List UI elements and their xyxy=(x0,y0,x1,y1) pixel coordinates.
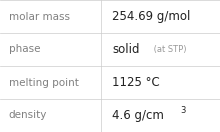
Text: density: density xyxy=(9,110,47,121)
Text: 4.6 g/cm: 4.6 g/cm xyxy=(112,109,164,122)
Text: melting point: melting point xyxy=(9,77,79,88)
Text: 1125 °C: 1125 °C xyxy=(112,76,160,89)
Text: 254.69 g/mol: 254.69 g/mol xyxy=(112,10,191,23)
Text: solid: solid xyxy=(112,43,140,56)
Text: 3: 3 xyxy=(180,106,186,115)
Text: molar mass: molar mass xyxy=(9,11,70,22)
Text: phase: phase xyxy=(9,44,40,55)
Text: (at STP): (at STP) xyxy=(151,45,187,54)
